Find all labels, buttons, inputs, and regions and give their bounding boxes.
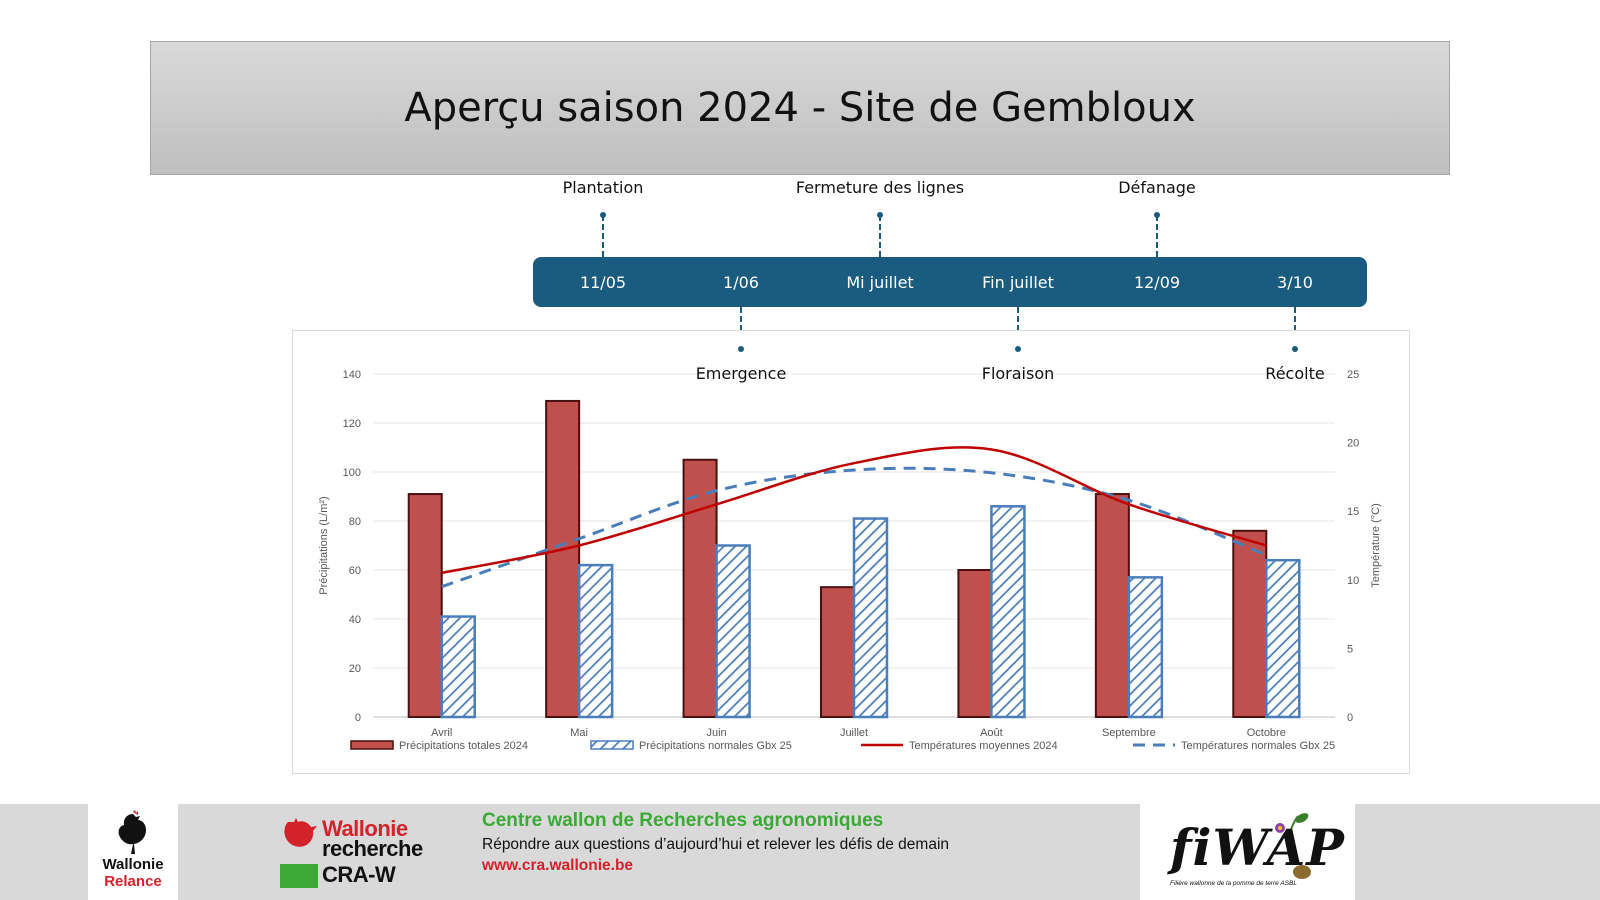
y-tick-label: 120 <box>343 418 361 430</box>
footer: Wallonie Relance Wallonie recherche CRA-… <box>0 804 1600 900</box>
bar-precip-2024 <box>407 493 443 718</box>
legend-label: Précipitations normales Gbx 25 <box>639 740 792 752</box>
legend-label: Précipitations totales 2024 <box>399 740 528 752</box>
timeline-label-defanage: Défanage <box>1118 178 1196 197</box>
rooster-red-icon <box>284 818 317 847</box>
line-temp-2024 <box>441 446 1267 575</box>
cra-info: Centre wallon de Recherches agronomiques… <box>482 810 949 875</box>
timeline-label-emergence: Emergence <box>695 364 787 383</box>
bar-precip-2024 <box>545 399 581 718</box>
wallonie-relance-text-2: Relance <box>104 873 162 890</box>
y-right-tick-label: 10 <box>1347 575 1359 587</box>
fiwap-subtitle: Filière wallonne de la pomme de terre AS… <box>1170 880 1297 887</box>
y-right-tick-label: 25 <box>1347 369 1359 381</box>
y-right-tick-label: 5 <box>1347 643 1353 655</box>
timeline-label-recolte: Récolte <box>1265 364 1325 383</box>
cra-logo-recherche: recherche <box>322 836 423 861</box>
bar-precip-2024 <box>1094 493 1130 718</box>
timeline-label-floraison: Floraison <box>981 364 1055 383</box>
timeline-dot <box>738 346 744 352</box>
bar-precip-2024 <box>957 569 993 718</box>
potato-plant-icon <box>1275 813 1311 879</box>
x-tick-label: Octobre <box>1247 727 1286 739</box>
timeline-connector <box>1294 307 1296 349</box>
climate-chart: 0 20 40 60 80 100 120 140 0 5 10 15 20 25 Précipitatio… <box>318 369 1382 752</box>
chart-frame: 0 20 40 60 80 100 120 140 0 5 10 15 20 25 Précipitatio… <box>292 330 1410 774</box>
timeline-label-fermeture: Fermeture des lignes <box>795 178 965 197</box>
y-tick-label: 40 <box>349 614 361 626</box>
y-tick-label: 140 <box>343 369 361 381</box>
fiwap-wordmark: fiWAP <box>1170 818 1345 877</box>
timeline-connector <box>1156 215 1158 257</box>
bar-precip-2024 <box>1232 529 1268 718</box>
legend-swatch <box>350 740 394 750</box>
bar-precip-normal <box>852 517 889 719</box>
bar-precip-normal <box>440 615 476 719</box>
timeline-connector <box>879 215 881 257</box>
legend-label: Températures normales Gbx 25 <box>1181 740 1335 752</box>
timeline-dot <box>1015 346 1021 352</box>
x-tick-label: Septembre <box>1102 727 1156 739</box>
cra-logo-wallonie: Wallonie <box>322 816 408 841</box>
y-tick-label: 20 <box>349 663 361 675</box>
wallonie-relance-text-1: Wallonie <box>102 856 164 873</box>
bar-precip-normal <box>990 505 1026 719</box>
timeline-bar: 11/05 1/06 Mi juillet Fin juillet 12/09 … <box>533 257 1367 307</box>
y-right-axis-title: Température (°C) <box>1370 503 1382 587</box>
org-name: Centre wallon de Recherches agronomiques <box>482 810 884 831</box>
timeline-label-plantation: Plantation <box>562 178 644 197</box>
timeline-date: 1/06 <box>723 273 759 292</box>
line-temp-normal <box>441 466 1267 589</box>
legend-label: Températures moyennes 2024 <box>909 740 1058 752</box>
y-right-tick-label: 0 <box>1347 712 1353 724</box>
cra-logo-craw: CRA-W <box>322 862 396 887</box>
rooster-icon <box>118 810 146 854</box>
timeline-connector <box>740 307 742 349</box>
timeline-date: Fin juillet <box>982 273 1054 292</box>
bar-precip-2024 <box>820 586 855 718</box>
timeline-connector <box>602 215 604 257</box>
y-tick-label: 80 <box>349 516 361 528</box>
wallonie-relance-logo[interactable]: Wallonie Relance <box>88 804 178 900</box>
bar-precip-normal <box>1265 558 1301 719</box>
bar-precip-normal <box>715 544 751 719</box>
y-tick-label: 60 <box>349 565 361 577</box>
timeline-date: 11/05 <box>579 273 627 292</box>
cra-w-badge <box>280 864 318 888</box>
y-axis-title: Précipitations (L/m²) <box>318 496 330 594</box>
y-right-tick-label: 15 <box>1347 506 1359 518</box>
org-url[interactable]: www.cra.wallonie.be <box>482 857 634 874</box>
y-tick-label: 100 <box>343 467 361 479</box>
cra-w-logo[interactable]: Wallonie recherche CRA-W <box>280 816 440 892</box>
y-tick-label: 0 <box>355 712 361 724</box>
x-tick-label: Mai <box>570 727 588 739</box>
timeline-dot <box>1292 346 1298 352</box>
timeline-date: 12/09 <box>1133 273 1181 292</box>
x-tick-label: Août <box>980 727 1003 739</box>
timeline-connector <box>1017 307 1019 349</box>
page-title: Aperçu saison 2024 - Site de Gembloux <box>404 85 1196 131</box>
x-tick-label: Juillet <box>840 727 868 739</box>
title-banner: Aperçu saison 2024 - Site de Gembloux <box>150 41 1450 175</box>
x-tick-label: Juin <box>706 727 726 739</box>
legend-swatch <box>590 740 634 750</box>
org-tagline: Répondre aux questions d’aujourd’hui et … <box>482 836 950 853</box>
timeline-date: 3/10 <box>1277 273 1313 292</box>
bar-precip-normal <box>1127 576 1164 719</box>
y-right-tick-label: 20 <box>1347 438 1359 450</box>
timeline-date: Mi juillet <box>846 273 914 292</box>
bar-precip-normal <box>577 563 614 719</box>
fiwap-logo[interactable]: fiWAP Filière wallonne de la pomme de te… <box>1140 804 1355 900</box>
x-tick-label: Avril <box>431 727 452 739</box>
